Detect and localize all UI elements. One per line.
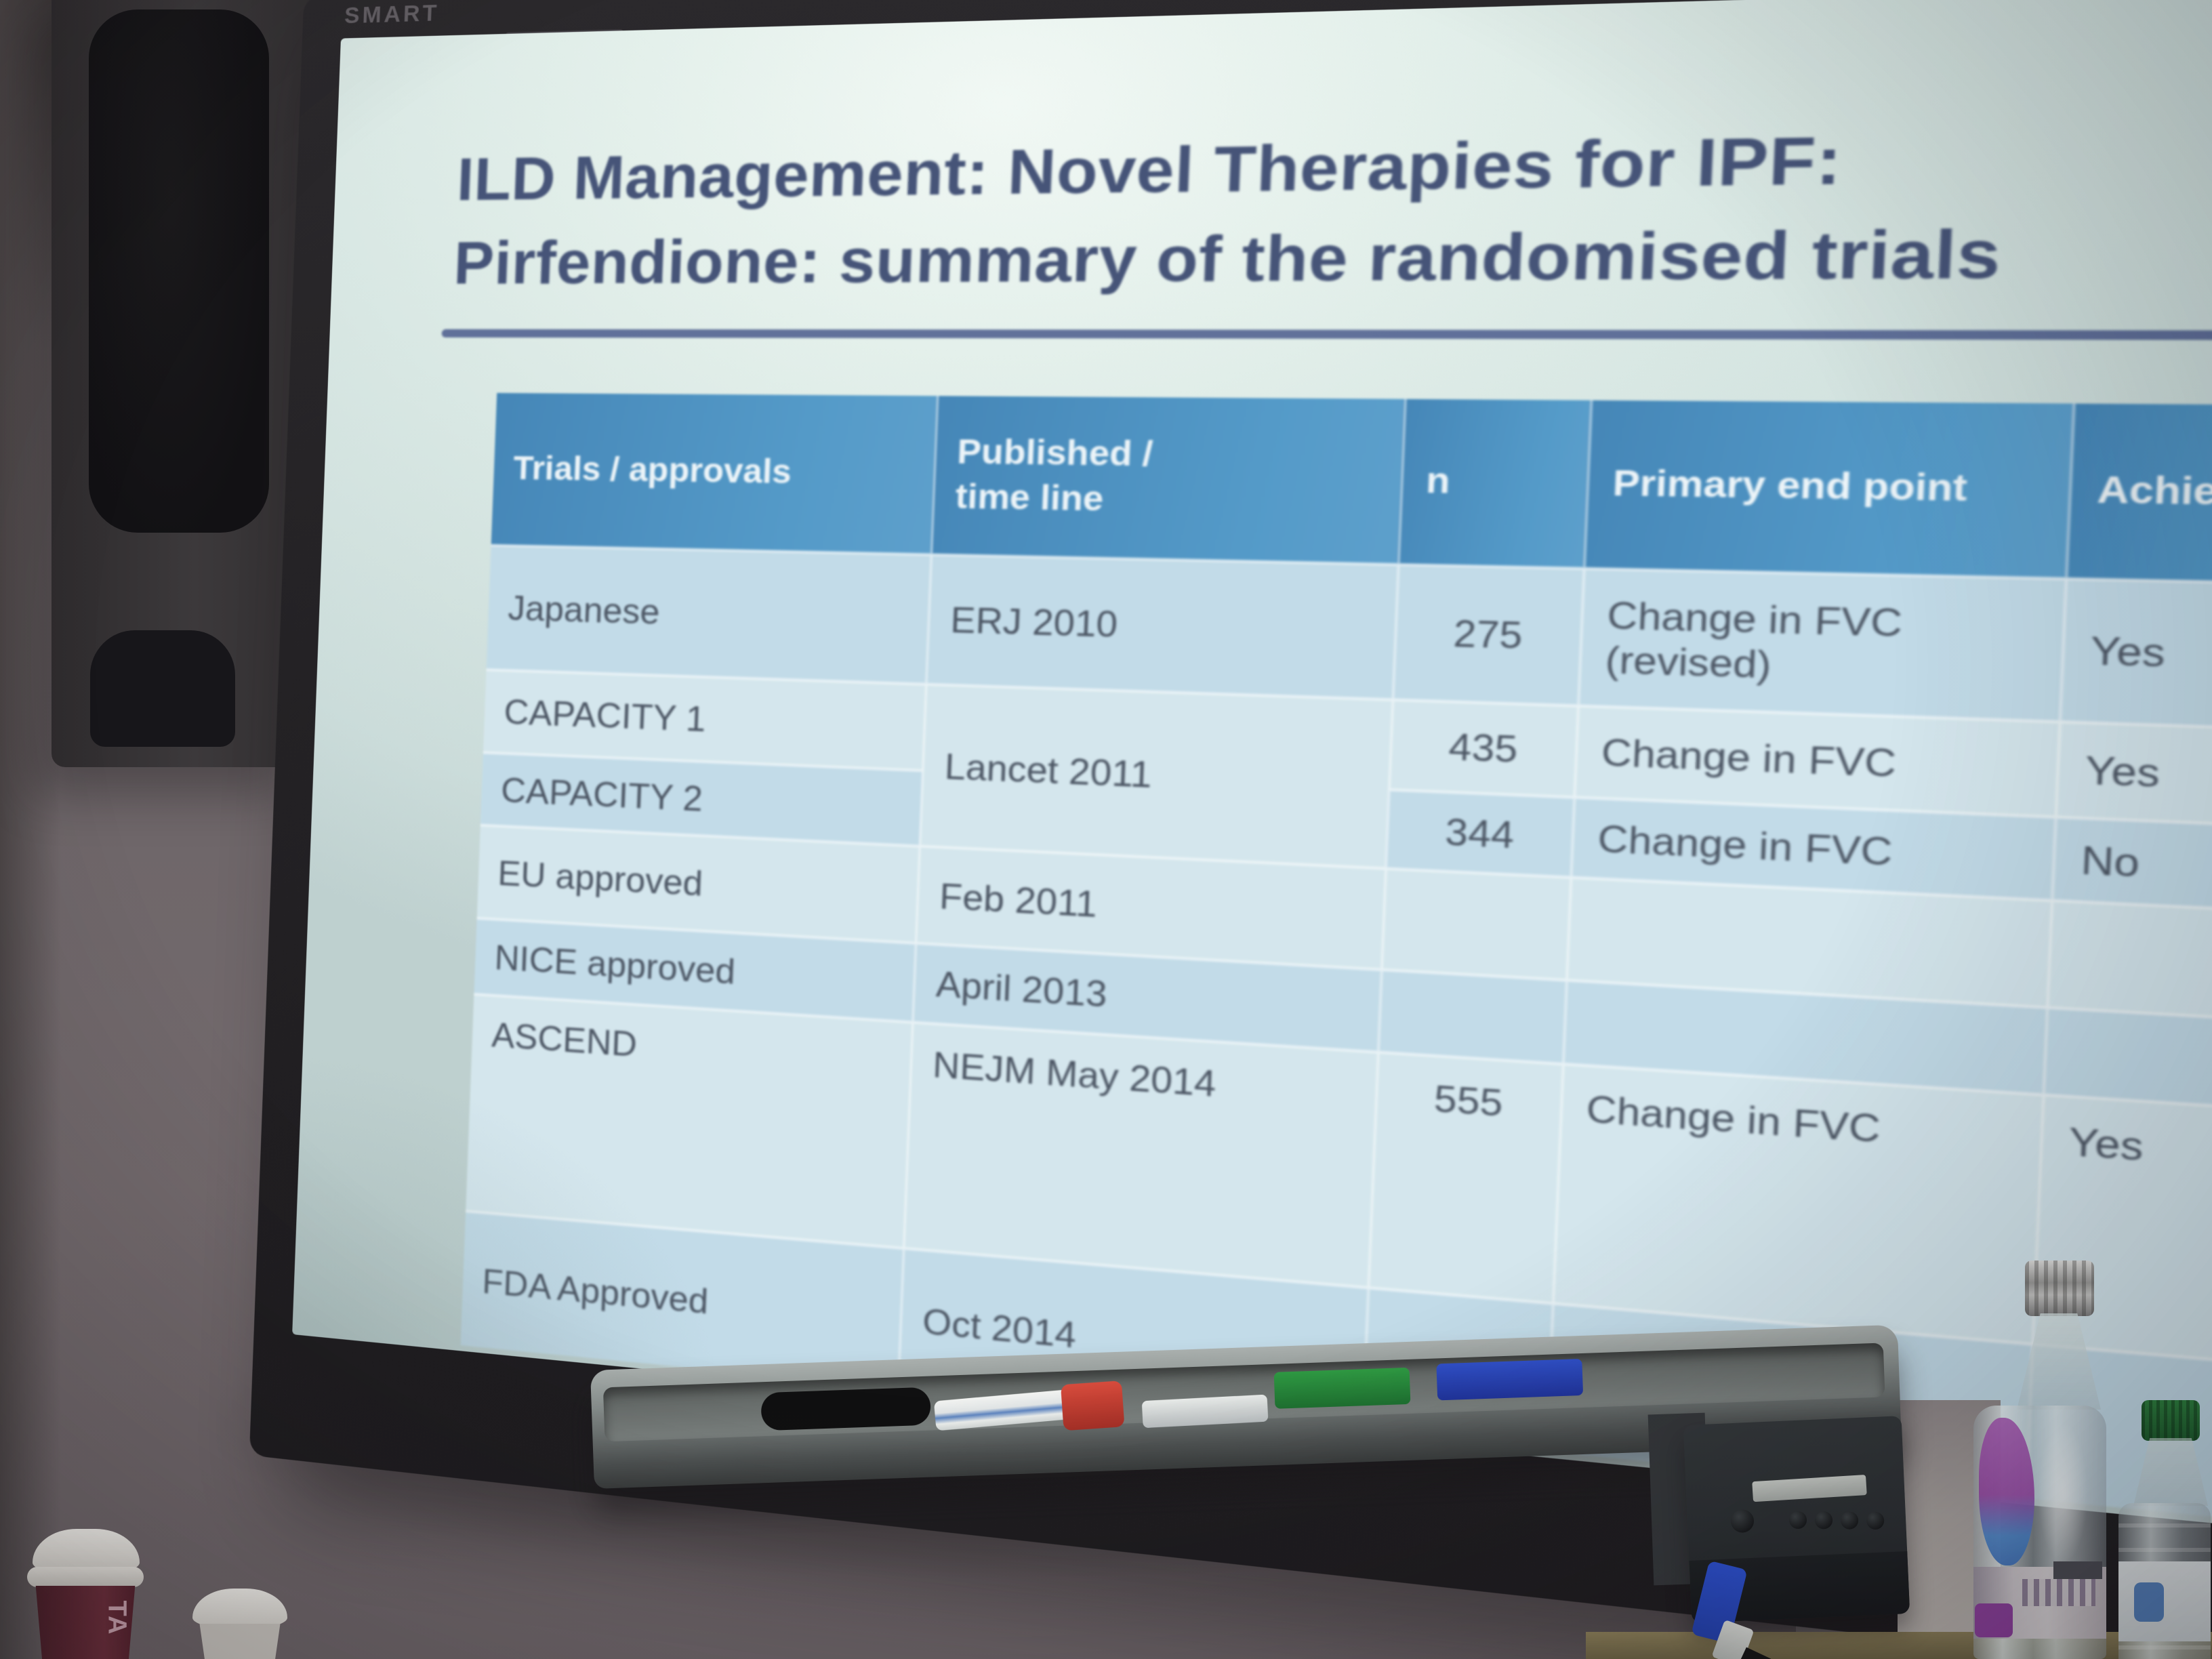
coffee-cup-white <box>188 1589 291 1659</box>
side-table-surface <box>1586 1632 2212 1659</box>
label-barcode <box>2022 1579 2095 1606</box>
tray-pad-green <box>1273 1367 1411 1409</box>
speaker-port <box>90 630 235 747</box>
cell-achieved: Yes <box>2060 578 2212 732</box>
cup-brand-text: TA <box>102 1600 131 1636</box>
cell-published: April 2013 <box>912 943 1382 1052</box>
header-achieved: Achieved <box>2066 403 2212 585</box>
cup-body <box>199 1624 281 1659</box>
cell-published: NEJM May 2014 <box>903 1022 1378 1288</box>
bottle-neck <box>2133 1438 2208 1506</box>
cell-achieved <box>2043 1007 2212 1113</box>
control-box-label-slot <box>1752 1475 1867 1502</box>
label-dark-block <box>2053 1561 2102 1579</box>
control-box-button <box>1814 1511 1833 1530</box>
bottle-cap <box>2025 1261 2094 1316</box>
green-cap-bottle <box>2116 1400 2212 1659</box>
slide-title-line2: Pirfendione: summary of the randomised t… <box>452 214 2003 297</box>
board-screen: ILD Management: Novel Therapies for IPF:… <box>292 0 2212 1538</box>
cup-body: TA <box>35 1586 136 1659</box>
cell-published: ERJ 2010 <box>926 554 1399 700</box>
cup-lid <box>192 1589 287 1628</box>
tray-pad-blue <box>1436 1358 1584 1401</box>
cell-endpoint: Change in FVC (revised) <box>1578 568 2067 722</box>
control-box-button <box>1788 1511 1807 1530</box>
cell-n <box>1378 969 1568 1065</box>
header-n: n <box>1398 398 1592 569</box>
cell-n: 344 <box>1385 790 1575 878</box>
wall-left-shadow <box>0 0 61 1659</box>
bottle-cap-green <box>2142 1400 2200 1441</box>
cell-endpoint: Change in FVC <box>1574 705 2061 817</box>
coffee-cup-red: TA <box>27 1529 144 1659</box>
cell-endpoint: Change in FVC <box>1571 797 2056 901</box>
cell-published: Feb 2011 <box>916 846 1386 970</box>
table-row: EU approved Feb 2011 <box>476 825 2212 1024</box>
header-published-timeline: Published / time line <box>930 396 1406 565</box>
bottle-highlight <box>2039 1423 2087 1562</box>
table-row: CAPACITY 1 Lancet 2011 435 Change in FVC… <box>483 670 2212 869</box>
cell-achieved <box>2047 900 2212 1024</box>
cup-lid-rim <box>27 1567 144 1587</box>
table-row: ASCEND NEJM May 2014 555 Change in FVC Y… <box>466 994 2212 1369</box>
bottle-label <box>2118 1561 2211 1641</box>
cell-n: 435 <box>1389 699 1579 798</box>
cell-trial: EU approved <box>476 825 920 943</box>
header-trials-approvals: Trials / approvals <box>491 392 938 555</box>
bottle-label-purple <box>1979 1418 2034 1565</box>
cell-published-merged: Lancet 2011 <box>919 684 1393 869</box>
tray-slot-black <box>760 1387 932 1431</box>
cell-endpoint: Change in FVC <box>1553 1064 2044 1345</box>
table-header-row: Trials / approvals Published / time line… <box>491 392 2212 585</box>
cell-endpoint <box>1563 980 2048 1095</box>
header-primary-end-point: Primary end point <box>1584 400 2074 579</box>
table-row: CAPACITY 2 344 Change in FVC No <box>480 752 2212 915</box>
control-box-button <box>1840 1511 1859 1530</box>
left-speaker <box>52 0 312 767</box>
cell-achieved: Yes <box>2055 722 2212 830</box>
marker-pen-red-cap <box>1060 1380 1125 1431</box>
slide-title-line1: ILD Management: Novel Therapies for IPF: <box>455 121 1844 213</box>
cell-trial: Japanese <box>486 545 931 684</box>
glass-water-bottle <box>1973 1261 2106 1659</box>
table-row: Japanese ERJ 2010 275 Change in FVC (rev… <box>486 545 2212 732</box>
label-purple-blob <box>1975 1603 2013 1637</box>
cell-n: 555 <box>1368 1052 1564 1304</box>
bottle-neck <box>2017 1313 2101 1410</box>
cell-trial: CAPACITY 2 <box>480 752 923 846</box>
cell-trial: CAPACITY 1 <box>483 670 926 771</box>
cell-endpoint <box>1567 877 2053 1008</box>
cell-achieved: No <box>2052 817 2212 915</box>
label-blue-mark <box>2134 1582 2164 1622</box>
control-box-button <box>1730 1509 1755 1534</box>
cup-lid <box>33 1529 140 1574</box>
smart-logo: SMART <box>344 0 441 29</box>
cell-n: 275 <box>1393 564 1584 706</box>
cell-trial: ASCEND <box>466 994 913 1249</box>
title-underline <box>441 329 2212 340</box>
cell-trial: NICE approved <box>474 918 916 1023</box>
speaker-grille <box>89 9 269 533</box>
bottle-label-band <box>1973 1561 2106 1639</box>
table-row: NICE approved April 2013 <box>474 918 2212 1113</box>
cell-n <box>1381 868 1572 981</box>
slide: ILD Management: Novel Therapies for IPF:… <box>292 0 2212 1538</box>
control-box-button <box>1866 1511 1885 1530</box>
